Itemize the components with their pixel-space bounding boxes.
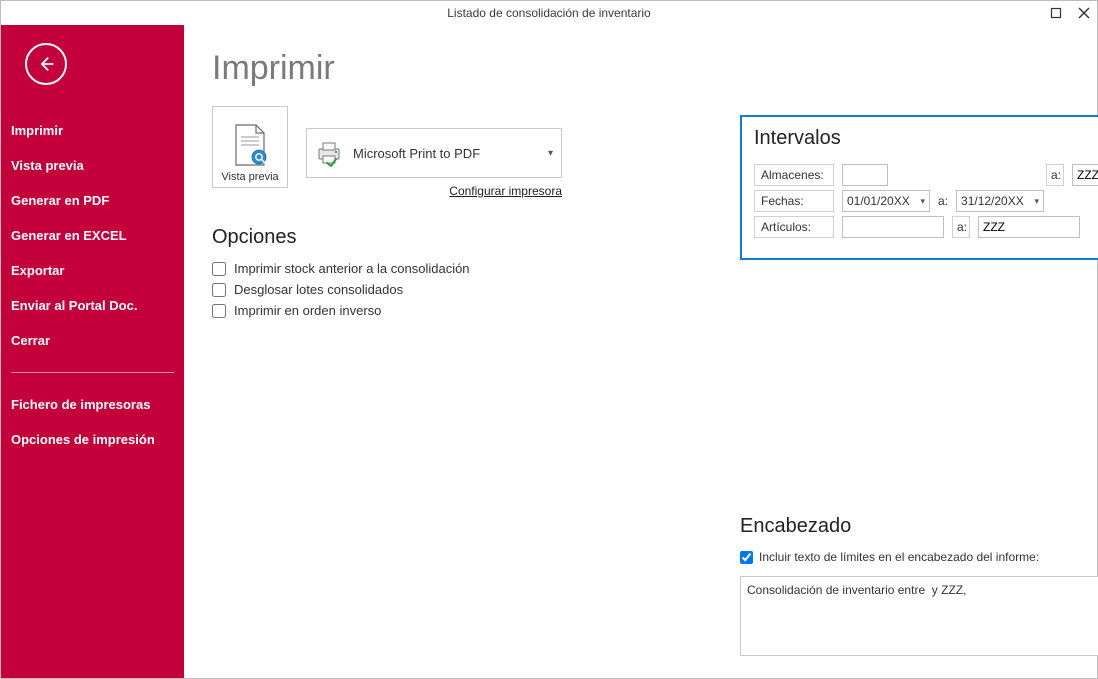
encabezado-textarea[interactable] <box>741 577 1098 655</box>
option-label-0: Imprimir stock anterior a la consolidaci… <box>234 261 470 276</box>
fechas-from-input[interactable]: 01/01/20XX ▾ <box>842 190 930 212</box>
sidebar-item-generar-pdf[interactable]: Generar en PDF <box>11 183 174 218</box>
sidebar-item-fichero-impresoras[interactable]: Fichero de impresoras <box>11 387 174 422</box>
fechas-a-label: a: <box>938 194 948 208</box>
intervalos-row-articulos: Artículos: a: <box>754 216 1098 238</box>
option-row-2[interactable]: Imprimir en orden inverso <box>212 303 1079 318</box>
close-icon[interactable] <box>1075 4 1093 22</box>
sidebar-separator <box>11 372 174 373</box>
preview-button[interactable]: Vista previa <box>212 106 288 188</box>
sidebar-item-vista-previa[interactable]: Vista previa <box>11 148 174 183</box>
sidebar: Imprimir Vista previa Generar en PDF Gen… <box>1 25 184 678</box>
printer-dropdown[interactable]: Microsoft Print to PDF ▾ <box>306 128 562 178</box>
almacenes-label: Almacenes: <box>754 164 834 186</box>
window-title: Listado de consolidación de inventario <box>447 6 650 20</box>
option-label-1: Desglosar lotes consolidados <box>234 282 403 297</box>
option-label-2: Imprimir en orden inverso <box>234 303 381 318</box>
encabezado-title: Encabezado <box>740 515 1098 538</box>
option-row-0[interactable]: Imprimir stock anterior a la consolidaci… <box>212 261 1079 276</box>
sidebar-item-generar-excel[interactable]: Generar en EXCEL <box>11 218 174 253</box>
almacenes-to-input[interactable] <box>1072 164 1098 186</box>
option-checkbox-1[interactable] <box>212 283 226 297</box>
articulos-a-label: a: <box>952 216 970 238</box>
intervalos-row-fechas: Fechas: 01/01/20XX ▾ a: 31/12/20XX ▾ <box>754 190 1098 212</box>
preview-label: Vista previa <box>221 171 278 183</box>
intervalos-title: Intervalos <box>754 127 1098 150</box>
encabezado-checkbox-label: Incluir texto de límites en el encabezad… <box>759 550 1039 564</box>
chevron-down-icon: ▾ <box>548 148 553 159</box>
encabezado-checkbox[interactable] <box>740 551 753 564</box>
main-panel: Imprimir <box>184 25 1097 678</box>
encabezado-section: Encabezado Incluir texto de límites en e… <box>740 515 1098 656</box>
document-preview-icon <box>232 123 268 167</box>
printer-icon <box>315 139 343 167</box>
sidebar-item-imprimir[interactable]: Imprimir <box>11 113 174 148</box>
printer-name: Microsoft Print to PDF <box>353 146 548 161</box>
sidebar-item-opciones-impresion[interactable]: Opciones de impresión <box>11 422 174 457</box>
sidebar-item-enviar-portal[interactable]: Enviar al Portal Doc. <box>11 288 174 323</box>
almacenes-a-label: a: <box>1046 164 1064 186</box>
fechas-to-value: 31/12/20XX <box>961 194 1028 208</box>
title-bar: Listado de consolidación de inventario <box>1 1 1097 25</box>
intervalos-panel: Intervalos Almacenes: a: Fechas: 01/01/2… <box>740 115 1098 260</box>
configure-printer-link[interactable]: Configurar impresora <box>449 184 562 198</box>
fechas-label: Fechas: <box>754 190 834 212</box>
printer-column: Microsoft Print to PDF ▾ Configurar impr… <box>306 106 562 198</box>
option-checkbox-0[interactable] <box>212 262 226 276</box>
option-row-1[interactable]: Desglosar lotes consolidados <box>212 282 1079 297</box>
window-body: Imprimir Vista previa Generar en PDF Gen… <box>1 25 1097 678</box>
chevron-down-icon: ▾ <box>1034 196 1039 207</box>
maximize-icon[interactable] <box>1047 4 1065 22</box>
option-checkbox-2[interactable] <box>212 304 226 318</box>
fechas-to-input[interactable]: 31/12/20XX ▾ <box>956 190 1044 212</box>
articulos-to-input[interactable] <box>978 216 1080 238</box>
page-title: Imprimir <box>212 49 1079 88</box>
articulos-from-input[interactable] <box>842 216 944 238</box>
fechas-from-value: 01/01/20XX <box>847 194 914 208</box>
sidebar-item-cerrar[interactable]: Cerrar <box>11 323 174 358</box>
sidebar-item-exportar[interactable]: Exportar <box>11 253 174 288</box>
almacenes-from-input[interactable] <box>842 164 888 186</box>
intervalos-row-almacenes: Almacenes: a: <box>754 164 1098 186</box>
encabezado-checkbox-row[interactable]: Incluir texto de límites en el encabezad… <box>740 550 1098 564</box>
chevron-down-icon: ▾ <box>920 196 925 207</box>
articulos-label: Artículos: <box>754 216 834 238</box>
back-button[interactable] <box>25 43 67 85</box>
window-controls <box>1047 1 1093 25</box>
window-frame: Listado de consolidación de inventario I… <box>0 0 1098 679</box>
encabezado-textarea-wrap: ▴ ▾ <box>740 576 1098 656</box>
